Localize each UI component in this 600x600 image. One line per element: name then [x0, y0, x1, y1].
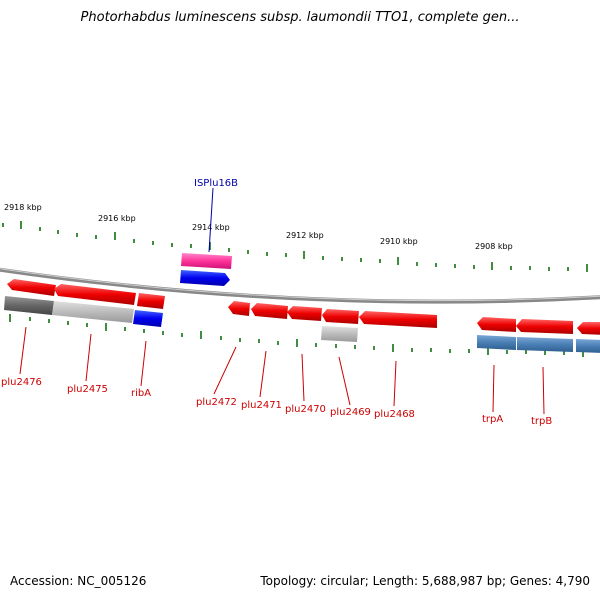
gene-plu2471[interactable] — [251, 303, 288, 319]
gene-ribA-forward[interactable] — [137, 293, 165, 309]
gene-ribA-blue[interactable] — [133, 310, 163, 327]
feature-trpB-steel[interactable] — [517, 337, 573, 352]
gene-trpB[interactable] — [516, 319, 573, 334]
gene-plu2470[interactable] — [287, 306, 322, 321]
ruler-label-2910: 2910 kbp — [380, 237, 418, 246]
gene-plu2476-gray[interactable] — [4, 296, 54, 315]
gene-plu2468[interactable] — [359, 311, 437, 328]
gene-label-plu2472[interactable]: plu2472 — [196, 397, 237, 408]
isplu16b-leader — [208, 187, 214, 253]
feature-right-edge-steel[interactable] — [576, 339, 600, 353]
gene-label-ribA[interactable]: ribA — [131, 388, 151, 399]
genome-summary-text: Topology: circular; Length: 5,688,987 bp… — [260, 574, 590, 588]
genome-backbone — [0, 267, 600, 304]
gene-label-plu2476[interactable]: plu2476 — [1, 377, 42, 388]
map-title: Photorhabdus luminescens subsp. laumondi… — [80, 10, 520, 25]
gene-right-edge[interactable] — [577, 322, 600, 335]
gene-label-plu2469[interactable]: plu2469 — [330, 407, 371, 418]
gene-label-leaders — [19, 326, 545, 415]
gene-plu2476-forward[interactable] — [7, 279, 56, 296]
inner-ruler — [9, 314, 584, 357]
feature-isplu16b-pink[interactable] — [181, 253, 232, 269]
accession-text: Accession: NC_005126 — [10, 574, 147, 588]
ruler-label-2918: 2918 kbp — [4, 203, 42, 212]
gene-label-plu2471[interactable]: plu2471 — [241, 400, 282, 411]
feature-isplu16b-blue[interactable] — [180, 270, 230, 286]
ruler-label-2908: 2908 kbp — [475, 242, 513, 251]
gene-label-plu2475[interactable]: plu2475 — [67, 384, 108, 395]
feature-plu2469-gray[interactable] — [321, 326, 358, 342]
gene-label-isplu16b[interactable]: ISPlu16B — [194, 178, 238, 189]
ruler-label-2912: 2912 kbp — [286, 231, 324, 240]
gene-plu2472[interactable] — [228, 301, 250, 316]
gene-plu2475-gray[interactable] — [52, 301, 134, 323]
ruler-label-2916: 2916 kbp — [98, 214, 136, 223]
feature-trpA-steel[interactable] — [477, 335, 516, 350]
gene-label-trpB[interactable]: trpB — [531, 416, 552, 427]
gene-plu2475-forward[interactable] — [54, 284, 136, 305]
gene-label-plu2470[interactable]: plu2470 — [285, 404, 326, 415]
gene-plu2469[interactable] — [322, 309, 359, 324]
gene-label-plu2468[interactable]: plu2468 — [374, 409, 415, 420]
genome-backbone-highlight — [0, 268, 600, 302]
gene-label-trpA[interactable]: trpA — [482, 414, 503, 425]
gene-trpA[interactable] — [477, 317, 516, 332]
outer-ruler — [2, 221, 588, 272]
